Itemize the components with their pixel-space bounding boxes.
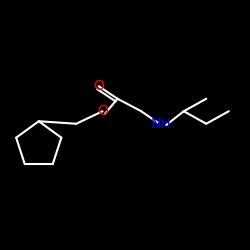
Text: NH: NH: [151, 117, 172, 131]
Text: O: O: [93, 79, 104, 93]
Text: O: O: [97, 104, 108, 118]
